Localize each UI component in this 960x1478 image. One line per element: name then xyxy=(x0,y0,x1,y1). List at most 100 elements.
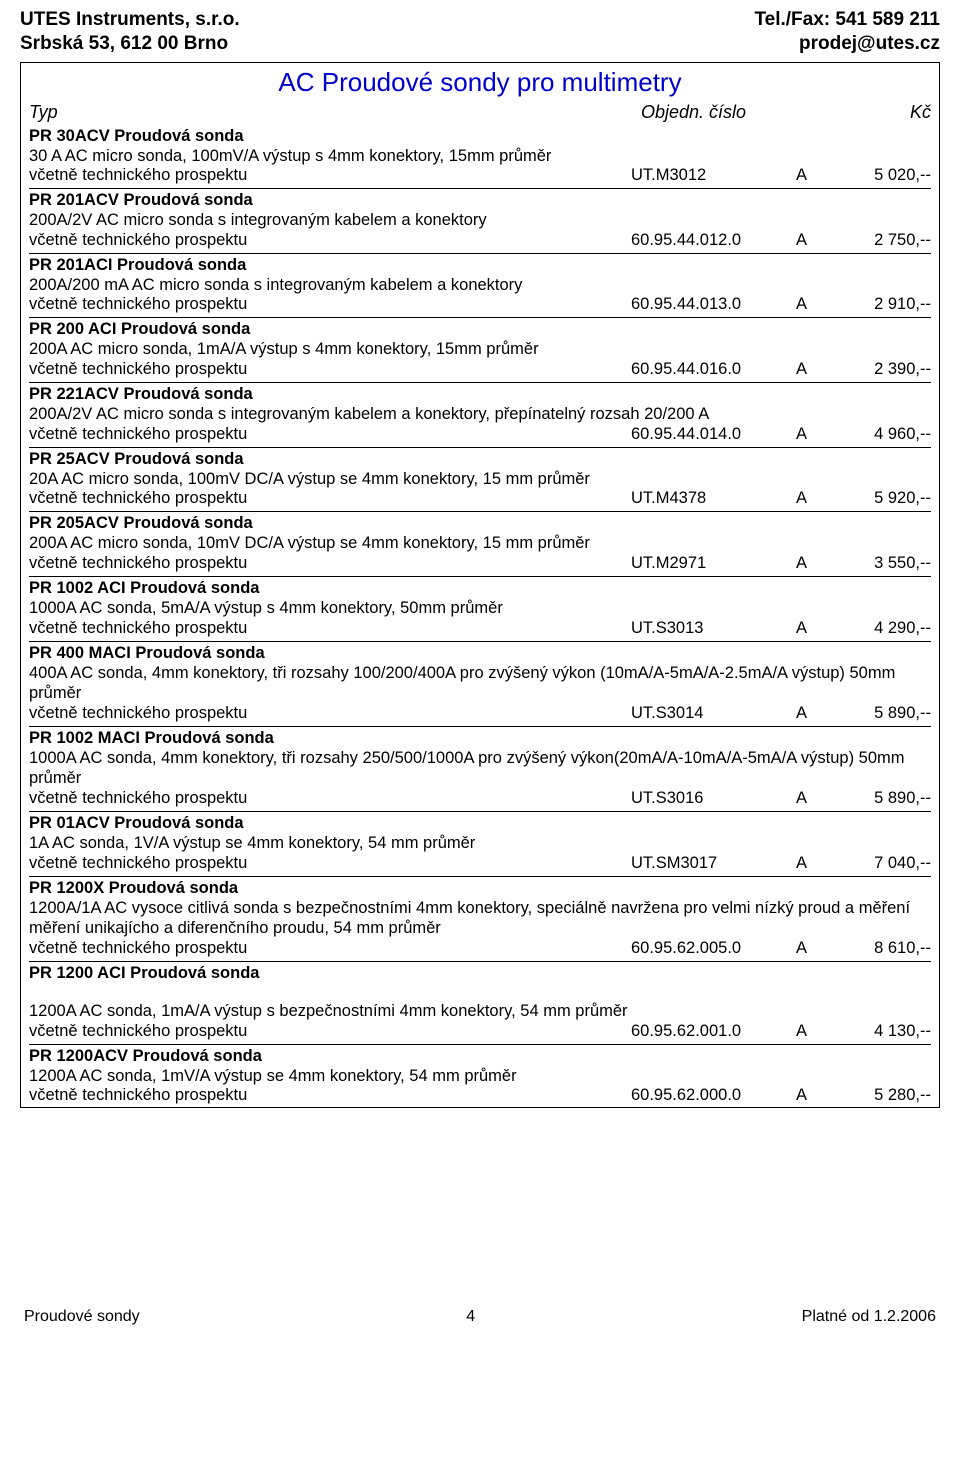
product-entry: PR 400 MACI Proudová sonda400A AC sonda,… xyxy=(21,642,939,725)
footer-left: Proudové sondy xyxy=(24,1308,140,1326)
product-desc: 1200A AC sonda, 1mV/A výstup se 4mm kone… xyxy=(29,1066,931,1087)
product-name: PR 1200ACV Proudová sonda xyxy=(29,1047,931,1066)
product-note: včetně technického prospektu xyxy=(29,166,631,185)
product-note: včetně technického prospektu xyxy=(29,231,631,250)
product-price: 2 910,-- xyxy=(831,295,931,314)
product-price: 8 610,-- xyxy=(831,939,931,958)
product-note: včetně technického prospektu xyxy=(29,554,631,573)
product-price: 5 280,-- xyxy=(831,1086,931,1105)
product-price: 7 040,-- xyxy=(831,854,931,873)
product-desc: 1200A/1A AC vysoce citlivá sonda s bezpe… xyxy=(29,898,931,939)
product-order-no: UT.S3013 xyxy=(631,619,796,638)
product-entry: PR 1200ACV Proudová sonda1200A AC sonda,… xyxy=(21,1045,939,1108)
product-order-no: 60.95.62.000.0 xyxy=(631,1086,796,1105)
product-name: PR 201ACV Proudová sonda xyxy=(29,191,931,210)
product-desc: 30 A AC micro sonda, 100mV/A výstup s 4m… xyxy=(29,146,931,167)
column-headers: Typ Objedn. číslo Kč xyxy=(21,100,939,125)
product-price: 2 750,-- xyxy=(831,231,931,250)
product-list: PR 30ACV Proudová sonda30 A AC micro son… xyxy=(21,125,939,1108)
footer-page: 4 xyxy=(466,1308,475,1326)
product-order-no: UT.SM3017 xyxy=(631,854,796,873)
product-stock: A xyxy=(796,704,831,723)
product-order-no: 60.95.44.013.0 xyxy=(631,295,796,314)
product-price-line: včetně technického prospektuUT.S3014A5 8… xyxy=(29,704,931,723)
product-price: 5 890,-- xyxy=(831,789,931,808)
product-stock: A xyxy=(796,1022,831,1041)
product-entry: PR 201ACI Proudová sonda200A/200 mA AC m… xyxy=(21,254,939,317)
product-desc: 200A/2V AC micro sonda s integrovaným ka… xyxy=(29,210,931,231)
product-stock: A xyxy=(796,854,831,873)
product-price-line: včetně technického prospektu60.95.44.013… xyxy=(29,295,931,314)
product-price-line: včetně technického prospektu60.95.44.014… xyxy=(29,425,931,444)
product-stock: A xyxy=(796,789,831,808)
product-entry: PR 1200 ACI Proudová sonda 1200A AC sonda… xyxy=(21,962,939,1043)
product-entry: PR 205ACV Proudová sonda200A AC micro so… xyxy=(21,512,939,575)
page-title: AC Proudové sondy pro multimetry xyxy=(21,63,939,100)
product-price-line: včetně technického prospektu60.95.44.016… xyxy=(29,360,931,379)
product-order-no: UT.S3014 xyxy=(631,704,796,723)
product-order-no: UT.S3016 xyxy=(631,789,796,808)
product-stock: A xyxy=(796,360,831,379)
product-desc: 200A AC micro sonda, 10mV DC/A výstup se… xyxy=(29,533,931,554)
tel-fax: Tel./Fax: 541 589 211 xyxy=(754,8,940,32)
product-price: 5 890,-- xyxy=(831,704,931,723)
product-name: PR 30ACV Proudová sonda xyxy=(29,127,931,146)
product-note: včetně technického prospektu xyxy=(29,1086,631,1105)
product-price-line: včetně technického prospektu60.95.62.005… xyxy=(29,939,931,958)
product-entry: PR 1002 MACI Proudová sonda1000A AC sond… xyxy=(21,727,939,810)
product-entry: PR 200 ACI Proudová sonda200A AC micro s… xyxy=(21,318,939,381)
product-name: PR 1002 ACI Proudová sonda xyxy=(29,579,931,598)
product-price-line: včetně technického prospektu60.95.44.012… xyxy=(29,231,931,250)
product-note: včetně technického prospektu xyxy=(29,789,631,808)
product-entry: PR 01ACV Proudová sonda1A AC sonda, 1V/A… xyxy=(21,812,939,875)
product-desc: 1200A AC sonda, 1mA/A výstup s bezpečnos… xyxy=(29,1001,931,1022)
product-stock: A xyxy=(796,425,831,444)
product-price: 4 290,-- xyxy=(831,619,931,638)
product-stock: A xyxy=(796,231,831,250)
product-entry: PR 1200X Proudová sonda1200A/1A AC vysoc… xyxy=(21,877,939,960)
product-name: PR 205ACV Proudová sonda xyxy=(29,514,931,533)
product-stock: A xyxy=(796,489,831,508)
product-name: PR 201ACI Proudová sonda xyxy=(29,256,931,275)
product-price-line: včetně technického prospektuUT.SM3017A7 … xyxy=(29,854,931,873)
catalog-frame: AC Proudové sondy pro multimetry Typ Obj… xyxy=(20,62,940,1109)
company-email: prodej@utes.cz xyxy=(799,32,940,56)
product-desc: 200A/200 mA AC micro sonda s integrovaný… xyxy=(29,275,931,296)
product-name: PR 400 MACI Proudová sonda xyxy=(29,644,931,663)
product-name: PR 1002 MACI Proudová sonda xyxy=(29,729,931,748)
company-address: Srbská 53, 612 00 Brno xyxy=(20,32,228,56)
product-price: 4 130,-- xyxy=(831,1022,931,1041)
product-note: včetně technického prospektu xyxy=(29,619,631,638)
product-entry: PR 221ACV Proudová sonda200A/2V AC micro… xyxy=(21,383,939,446)
product-entry: PR 25ACV Proudová sonda20A AC micro sond… xyxy=(21,448,939,511)
product-order-no: UT.M3012 xyxy=(631,166,796,185)
product-price-line: včetně technického prospektuUT.S3016A5 8… xyxy=(29,789,931,808)
company-name: UTES Instruments, s.r.o. xyxy=(20,8,240,32)
product-stock: A xyxy=(796,619,831,638)
product-desc: 1A AC sonda, 1V/A výstup se 4mm konektor… xyxy=(29,833,931,854)
product-price-line: včetně technického prospektuUT.M3012A5 0… xyxy=(29,166,931,185)
product-price: 2 390,-- xyxy=(831,360,931,379)
product-entry: PR 201ACV Proudová sonda200A/2V AC micro… xyxy=(21,189,939,252)
product-price-line: včetně technického prospektu60.95.62.000… xyxy=(29,1086,931,1105)
product-name: PR 200 ACI Proudová sonda xyxy=(29,320,931,339)
product-note: včetně technického prospektu xyxy=(29,295,631,314)
footer-right: Platné od 1.2.2006 xyxy=(802,1308,936,1326)
product-price-line: včetně technického prospektuUT.S3013A4 2… xyxy=(29,619,931,638)
product-entry: PR 1002 ACI Proudová sonda1000A AC sonda… xyxy=(21,577,939,640)
product-stock: A xyxy=(796,554,831,573)
product-name: PR 25ACV Proudová sonda xyxy=(29,450,931,469)
product-note: včetně technického prospektu xyxy=(29,360,631,379)
product-entry: PR 30ACV Proudová sonda30 A AC micro son… xyxy=(21,125,939,188)
col-kc: Kč xyxy=(841,102,931,123)
col-objedn: Objedn. číslo xyxy=(641,102,841,123)
product-note: včetně technického prospektu xyxy=(29,1022,631,1041)
product-note: včetně technického prospektu xyxy=(29,704,631,723)
product-note: včetně technického prospektu xyxy=(29,939,631,958)
product-desc: 20A AC micro sonda, 100mV DC/A výstup se… xyxy=(29,469,931,490)
product-desc: 1000A AC sonda, 4mm konektory, tři rozsa… xyxy=(29,748,931,789)
product-name: PR 1200 ACI Proudová sonda xyxy=(29,964,931,983)
product-order-no: UT.M4378 xyxy=(631,489,796,508)
product-order-no: UT.M2971 xyxy=(631,554,796,573)
product-stock: A xyxy=(796,295,831,314)
